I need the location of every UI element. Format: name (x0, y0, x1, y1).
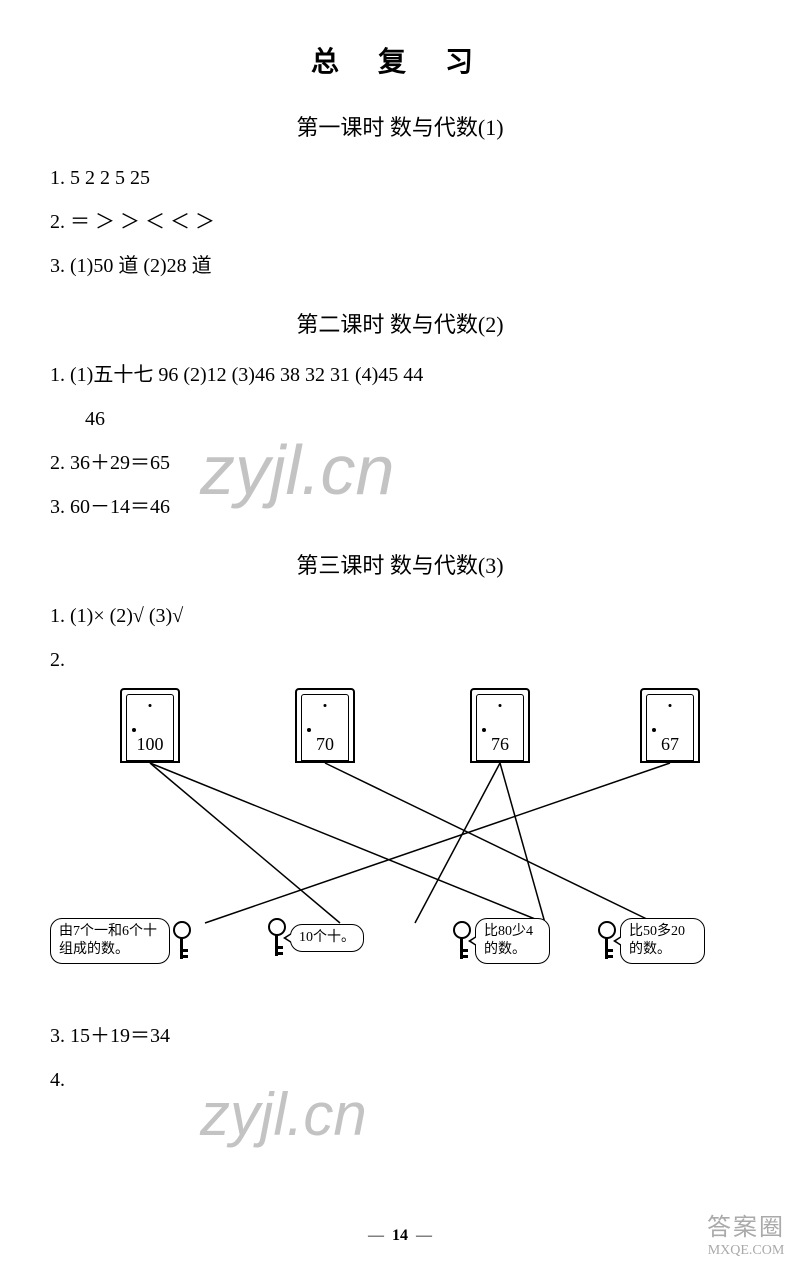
corner-small: MXQE.COM (707, 1243, 785, 1260)
l1-q1: 1. 5 2 2 5 25 (50, 162, 750, 194)
l2-q1b: 46 (50, 403, 750, 435)
door-3: 76 (470, 688, 530, 763)
door-1: 100 (120, 688, 180, 763)
door-4: 67 (640, 688, 700, 763)
door-2: 70 (295, 688, 355, 763)
key-3-group: 比80少4的数。 (450, 918, 550, 964)
key-1-label: 由7个一和6个十组成的数。 (50, 918, 170, 964)
door-3-num: 76 (472, 734, 528, 755)
key-1-group: 由7个一和6个十组成的数。 (50, 918, 195, 964)
l3-q2: 2. (50, 644, 750, 676)
l2-q1a: 1. (1)五十七 96 (2)12 (3)46 38 32 31 (4)45 … (50, 359, 750, 391)
l2-q3: 3. 60－14＝46 (50, 491, 750, 523)
key-4-group: 比50多20的数。 (595, 918, 705, 964)
l2-q2: 2. 36＋29＝65 (50, 447, 750, 479)
main-title: 总 复 习 (50, 40, 750, 80)
corner-big: 答案圈 (707, 1214, 785, 1243)
corner-logo: 答案圈 MXQE.COM (707, 1214, 785, 1260)
key-4-label: 比50多20的数。 (620, 918, 705, 964)
l3-q4: 4. (50, 1064, 750, 1096)
door-2-num: 70 (297, 734, 353, 755)
lesson3-title: 第三课时 数与代数(3) (50, 548, 750, 580)
lesson2-title: 第二课时 数与代数(2) (50, 307, 750, 339)
l1-q3: 3. (1)50 道 (2)28 道 (50, 250, 750, 282)
l3-q3: 3. 15＋19＝34 (50, 1020, 750, 1052)
door-4-num: 67 (642, 734, 698, 755)
key-3-label: 比80少4的数。 (475, 918, 550, 964)
page-number: 14 (360, 1227, 440, 1245)
key-2-label: 10个十。 (290, 924, 364, 952)
key-2-group: 10个十。 (265, 918, 364, 958)
key-icon (170, 921, 195, 961)
l1-q2: 2. ＝ ＞ ＞ ＜ ＜ ＞ (50, 206, 750, 238)
door-1-num: 100 (122, 734, 178, 755)
l3-q1: 1. (1)× (2)√ (3)√ (50, 600, 750, 632)
lesson1-title: 第一课时 数与代数(1) (50, 110, 750, 142)
matching-diagram: 100 70 76 67 由7个一和6个十组成的数。 10个十。 (50, 688, 750, 1008)
